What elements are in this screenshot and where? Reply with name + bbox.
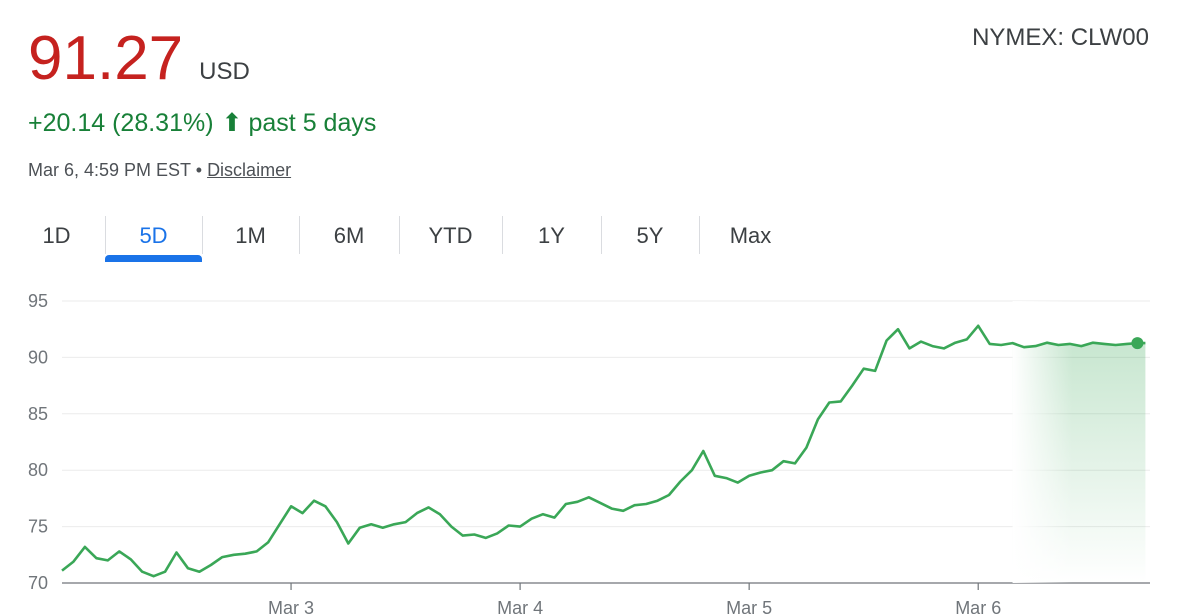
currency-label: USD: [199, 58, 250, 85]
y-tick-label: 80: [28, 460, 48, 480]
x-tick-label: Mar 3: [268, 598, 314, 616]
x-tick-label: Mar 4: [497, 598, 543, 616]
tab-5d[interactable]: 5D: [139, 223, 168, 248]
tab-1y[interactable]: 1Y: [538, 223, 565, 248]
arrow-up-icon: ⬆: [221, 109, 243, 137]
price-chart: 70 75 80 85 90 95 Mar 3 Mar 4 Mar 5 Mar 6: [28, 291, 1150, 616]
y-tick-label: 95: [28, 291, 48, 311]
price-change: +20.14 (28.31%): [28, 108, 214, 137]
y-tick-label: 75: [28, 517, 48, 537]
tab-ytd[interactable]: YTD: [428, 223, 473, 248]
current-price: 91.27: [28, 24, 184, 93]
range-tabs: 1D 5D 1M 6M YTD 1Y 5Y Max: [0, 212, 800, 264]
last-price-marker: [1131, 337, 1144, 350]
x-tick-label: Mar 5: [726, 598, 772, 616]
tab-1d[interactable]: 1D: [42, 223, 71, 248]
price-row: 91.27 USD: [28, 28, 250, 90]
y-tick-label: 70: [28, 573, 48, 593]
exchange-symbol: NYMEX: CLW00: [972, 24, 1149, 51]
tab-max[interactable]: Max: [729, 223, 772, 248]
period-text: past 5 days: [248, 108, 377, 137]
tab-6m[interactable]: 6M: [333, 223, 365, 248]
change-row: +20.14 (28.31%) ⬆ past 5 days: [28, 108, 376, 138]
timestamp: Mar 6, 4:59 PM EST •: [28, 160, 203, 180]
price-line: [61, 324, 1146, 578]
y-tick-label: 85: [28, 404, 48, 424]
timestamp-row: Mar 6, 4:59 PM EST • Disclaimer: [28, 160, 291, 181]
x-tick-label: Mar 6: [955, 598, 1001, 616]
tab-1m[interactable]: 1M: [235, 223, 266, 248]
active-tab-indicator: [105, 255, 202, 262]
tab-5y[interactable]: 5Y: [636, 223, 664, 248]
y-tick-label: 90: [28, 347, 48, 367]
disclaimer-link[interactable]: Disclaimer: [207, 160, 292, 180]
